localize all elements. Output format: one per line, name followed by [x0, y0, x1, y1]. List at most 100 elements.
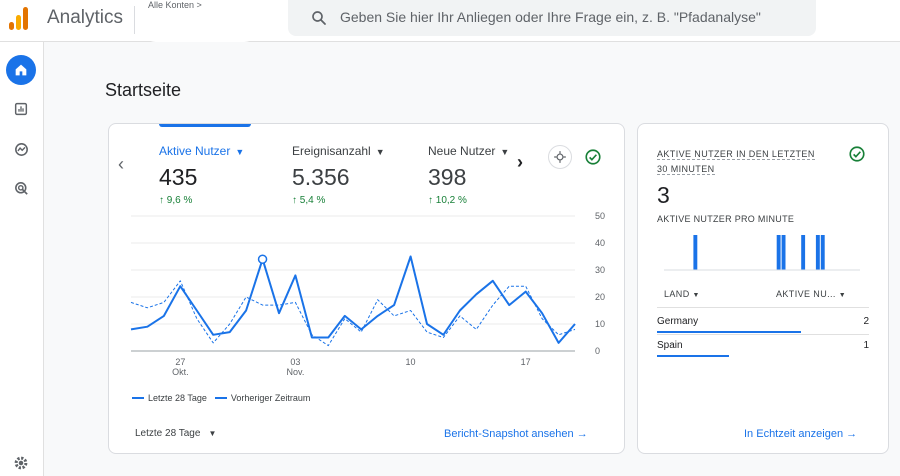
divider	[657, 307, 869, 308]
search-input[interactable]: Geben Sie hier Ihr Anliegen oder Ihre Fr…	[340, 9, 761, 25]
divider	[657, 334, 869, 335]
metric-label: Aktive Nutzer ▼	[159, 144, 244, 158]
nav-explore-button[interactable]	[6, 134, 36, 164]
legend-swatch-dashed	[214, 397, 227, 399]
status-check-button[interactable]	[581, 145, 605, 169]
date-range-select[interactable]: Letzte 28 Tage ▼	[135, 428, 216, 439]
caret-down-icon: ▼	[692, 292, 700, 299]
realtime-title-line1: AKTIVE NUTZER IN DEN LETZTEN	[657, 149, 815, 160]
search-icon	[312, 11, 326, 25]
minute-bar	[801, 235, 806, 270]
account-label[interactable]: Alle Konten >	[148, 0, 202, 10]
caret-down-icon: ▼	[500, 147, 510, 157]
minute-bar	[815, 235, 820, 270]
settings-button[interactable]	[12, 454, 30, 476]
caret-down-icon: ▼	[235, 147, 245, 157]
check-circle-icon	[849, 146, 865, 162]
column-header-active-users[interactable]: AKTIVE NU... ▼	[776, 289, 846, 299]
metric-change: ↑ 5,4 %	[292, 195, 326, 206]
minute-bar	[781, 235, 786, 270]
nav-advertising-button[interactable]	[6, 173, 36, 203]
realtime-per-minute-label: AKTIVE NUTZER PRO MINUTE	[657, 214, 795, 224]
realtime-title: AKTIVE NUTZER IN DEN LETZTEN 30 MINUTEN	[657, 147, 815, 177]
column-header-label: LAND	[664, 289, 690, 299]
x-tick-sublabel: Nov.	[287, 367, 305, 377]
legend-label: Vorheriger Zeitraum	[230, 393, 311, 403]
metric-value: 398	[428, 164, 467, 190]
legend-item-current: Letzte 28 Tage	[132, 393, 207, 403]
minute-bar	[776, 235, 781, 270]
country-value: 1	[863, 340, 869, 351]
advertising-icon	[14, 181, 28, 195]
country-share-bar	[657, 355, 730, 357]
hover-point	[257, 254, 268, 264]
metric-tab-new-users[interactable]: Neue Nutzer ▼ 398 ↑ 10,2 %	[428, 144, 509, 206]
account-picker[interactable]	[140, 10, 260, 42]
nav-reports-button[interactable]	[6, 94, 36, 124]
report-snapshot-link[interactable]: Bericht-Snapshot ansehen →	[444, 428, 588, 440]
y-tick-label: 10	[595, 319, 605, 329]
y-tick-label: 40	[595, 238, 605, 248]
column-header-country[interactable]: LAND ▼	[664, 289, 700, 299]
metric-label: Ereignisanzahl ▼	[292, 144, 385, 158]
x-tick-label: 03	[290, 357, 300, 367]
caret-down-icon: ▼	[208, 429, 217, 438]
search-bar[interactable]: Geben Sie hier Ihr Anliegen oder Ihre Fr…	[288, 0, 816, 36]
analytics-logo-icon[interactable]	[9, 6, 33, 30]
insights-button[interactable]	[548, 145, 572, 169]
insights-icon	[554, 151, 566, 163]
x-tick-label: 27	[175, 357, 185, 367]
chevron-right-icon[interactable]: ›	[517, 152, 523, 172]
app-title: Analytics	[47, 7, 124, 28]
metric-tab-active-users[interactable]: Aktive Nutzer ▼ 435 ↑ 9,6 %	[159, 144, 244, 206]
metric-value: 5.356	[292, 164, 350, 190]
top-bar: Analytics Alle Konten > Geben Sie hier I…	[0, 0, 900, 42]
left-nav	[0, 42, 44, 476]
realtime-value: 3	[657, 182, 670, 208]
explore-icon	[14, 142, 28, 156]
page-title: Startseite	[105, 80, 182, 100]
metric-label: Neue Nutzer ▼	[428, 144, 509, 158]
metric-change: ↑ 9,6 %	[159, 195, 193, 206]
divider	[134, 6, 135, 34]
nav-home-button[interactable]	[6, 55, 36, 85]
x-tick-sublabel: Okt.	[172, 367, 189, 377]
legend-item-previous: Vorheriger Zeitraum	[214, 393, 311, 403]
legend-swatch	[132, 397, 144, 399]
y-tick-label: 50	[595, 211, 605, 221]
metric-label-text: Neue Nutzer	[428, 144, 496, 158]
minute-bar	[693, 235, 698, 270]
table-row[interactable]: Spain 1	[657, 340, 869, 357]
country-name: Spain	[657, 340, 683, 351]
table-row[interactable]: Germany 2	[657, 316, 869, 333]
gear-icon	[14, 456, 28, 470]
realtime-title-line2: 30 MINUTEN	[657, 164, 715, 175]
realtime-view-link[interactable]: In Echtzeit anzeigen →	[744, 428, 857, 440]
country-name: Germany	[657, 316, 699, 327]
minute-bar	[820, 235, 825, 270]
realtime-card: AKTIVE NUTZER IN DEN LETZTEN 30 MINUTEN …	[637, 123, 889, 454]
x-tick-label: 10	[406, 357, 416, 367]
overview-card: ‹ Aktive Nutzer ▼ 435 ↑ 9,6 % Ereignisanz…	[108, 123, 625, 454]
country-share-bar	[657, 331, 802, 333]
y-tick-label: 20	[595, 292, 605, 302]
metric-change: ↑ 10,2 %	[428, 195, 467, 206]
series-line-current	[130, 255, 576, 344]
caret-down-icon: ▼	[838, 292, 847, 299]
chevron-left-icon[interactable]: ‹	[118, 154, 124, 174]
y-tick-label: 30	[595, 265, 605, 275]
arrow-right-icon: →	[846, 428, 858, 440]
metric-label-text: Aktive Nutzer	[159, 144, 231, 158]
metric-value: 435	[159, 164, 198, 190]
legend-label: Letzte 28 Tage	[148, 393, 207, 403]
chart-legend: Letzte 28 Tage Vorheriger Zeitraum	[132, 393, 318, 403]
bar-chart-icon	[14, 102, 28, 116]
country-value: 2	[863, 316, 869, 327]
report-snapshot-label: Bericht-Snapshot ansehen	[444, 428, 574, 440]
metric-tab-event-count[interactable]: Ereignisanzahl ▼ 5.356 ↑ 5,4 %	[292, 144, 385, 206]
series-line-previous	[130, 280, 576, 347]
column-header-label: AKTIVE NU...	[776, 289, 836, 299]
per-minute-bar-chart	[664, 235, 860, 271]
realtime-status-button[interactable]	[848, 145, 866, 168]
